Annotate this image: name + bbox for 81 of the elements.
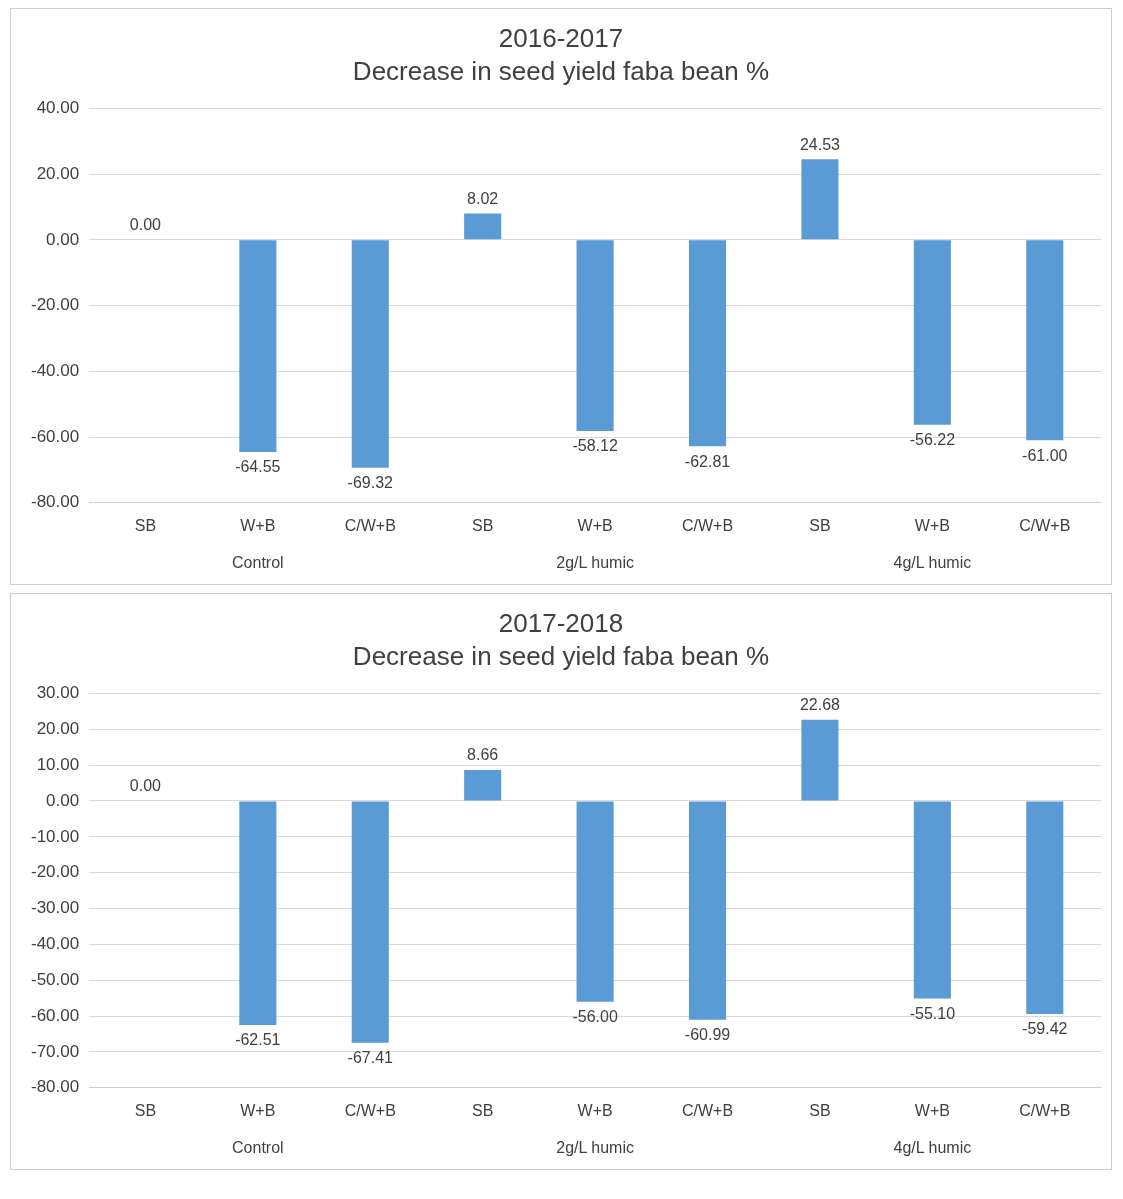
y-tick-label: -60.00	[31, 426, 80, 446]
bar	[464, 213, 502, 240]
y-tick-label: 30.00	[36, 683, 80, 703]
data-label: -55.10	[909, 1004, 956, 1022]
x-tick-label: C/W+B	[344, 516, 396, 534]
y-tick-label: -20.00	[31, 862, 80, 882]
data-label: -58.12	[572, 437, 618, 455]
text: 4g/L humic	[893, 1139, 972, 1157]
data-label: 8.02	[467, 189, 499, 207]
chart-title: 2016-2017	[498, 22, 624, 53]
bar	[239, 240, 277, 453]
bar	[801, 159, 839, 240]
y-tick-label: 0.00	[46, 229, 80, 249]
bar	[1026, 240, 1064, 441]
y-tick-label: -40.00	[31, 361, 80, 381]
text: 2g/L humic	[556, 554, 634, 572]
y-tick-label: 20.00	[36, 718, 80, 738]
data-label: -69.32	[347, 474, 394, 492]
y-tick-label: -70.00	[31, 1041, 80, 1061]
bar	[1026, 801, 1064, 1015]
data-label: 0.00	[129, 777, 162, 795]
chart-subtitle: Decrease in seed yield faba bean %	[352, 640, 770, 671]
data-label: 8.66	[467, 746, 499, 764]
data-label: -62.81	[684, 452, 731, 470]
y-tick-label: -10.00	[31, 826, 80, 846]
x-tick-label: C/W+B	[1019, 1101, 1071, 1119]
x-tick-label: W+B	[914, 516, 950, 534]
x-tick-label: W+B	[914, 1101, 950, 1119]
bar	[913, 801, 951, 999]
bar	[239, 801, 277, 1026]
x-tick-label: C/W+B	[344, 1101, 396, 1119]
bar	[801, 719, 839, 801]
text: 2g/L humic	[556, 1139, 634, 1157]
y-tick-label: 40.00	[36, 98, 80, 118]
y-tick-label: 20.00	[36, 163, 80, 183]
x-tick-label: C/W+B	[681, 1101, 734, 1119]
x-tick-label: W+B	[577, 1101, 613, 1119]
x-tick-label: SB	[809, 516, 831, 534]
x-tick-label: SB	[472, 1101, 494, 1119]
data-label: -61.00	[1022, 446, 1068, 464]
bar	[351, 240, 389, 468]
bar	[688, 801, 727, 1020]
data-label: -62.51	[235, 1031, 281, 1049]
x-tick-label: SB	[134, 516, 157, 534]
x-tick-label: SB	[134, 1101, 157, 1119]
x-tick-label: C/W+B	[681, 516, 734, 534]
text: 4g/L humic	[893, 554, 972, 572]
y-tick-label: -80.00	[31, 1077, 80, 1097]
y-tick-label: -40.00	[31, 934, 80, 954]
bar	[351, 801, 389, 1043]
y-tick-label: -80.00	[31, 492, 80, 512]
data-label: 0.00	[129, 216, 162, 234]
data-label: -56.00	[572, 1008, 618, 1026]
x-tick-label: W+B	[240, 1101, 276, 1119]
data-label: -59.42	[1022, 1020, 1068, 1038]
y-tick-label: -60.00	[31, 1005, 80, 1025]
text: Control	[232, 1139, 284, 1157]
bar	[688, 240, 727, 447]
bar	[576, 240, 614, 431]
data-label: -64.55	[235, 458, 281, 476]
data-label: -56.22	[909, 431, 956, 449]
x-tick-label: SB	[809, 1101, 831, 1119]
bar	[913, 240, 951, 425]
bar	[464, 769, 502, 801]
data-label: -67.41	[347, 1049, 394, 1067]
y-tick-label: 10.00	[36, 754, 80, 774]
data-label: 24.53	[799, 135, 841, 153]
x-tick-label: C/W+B	[1019, 516, 1071, 534]
chart-title: 2017-2018	[498, 607, 624, 638]
y-tick-label: -30.00	[31, 898, 80, 918]
y-tick-label: 0.00	[46, 790, 80, 810]
data-label: 22.68	[799, 696, 841, 714]
bar	[576, 801, 614, 1002]
text: Control	[232, 554, 284, 572]
y-tick-label: -20.00	[31, 295, 80, 315]
x-tick-label: W+B	[240, 516, 276, 534]
x-tick-label: W+B	[577, 516, 613, 534]
chart-subtitle: Decrease in seed yield faba bean %	[352, 55, 770, 86]
y-tick-label: -50.00	[31, 969, 80, 989]
x-tick-label: SB	[472, 516, 494, 534]
data-label: -60.99	[684, 1026, 731, 1044]
